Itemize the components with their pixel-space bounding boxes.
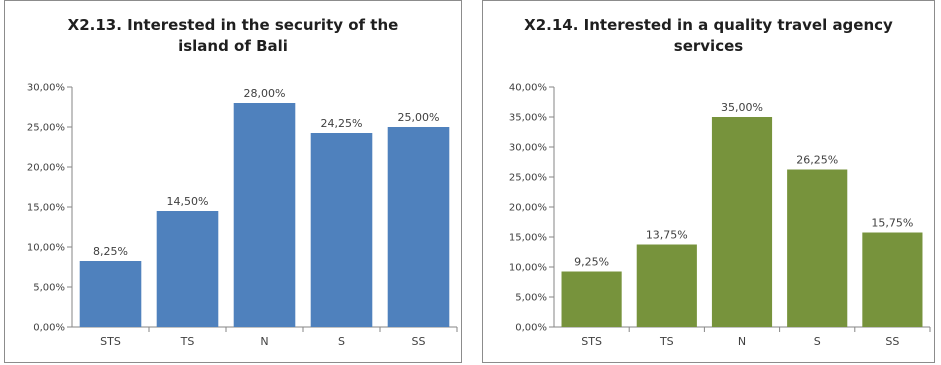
bar-chart-travel-agency: 0,00% 5,00% 10,00% 15,00% 20,00% 25,00% 30,00%…: [509, 83, 931, 348]
data-label: 8,25%: [93, 245, 128, 258]
bar: [310, 133, 373, 327]
bar: [387, 127, 450, 327]
data-label: 28,00%: [244, 87, 286, 100]
y-tick-label: 5,00%: [33, 283, 65, 294]
y-tick-label: 10,00%: [27, 243, 65, 254]
y-tick-label: 25,00%: [27, 123, 65, 134]
data-label: 15,75%: [871, 217, 913, 230]
y-tick-label: 20,00%: [27, 163, 65, 174]
x-tick-label: S: [338, 335, 345, 348]
bar: [156, 211, 219, 327]
y-tick-label: 35,00%: [509, 113, 547, 124]
x-tick-label: S: [814, 335, 821, 348]
y-tick-label: 5,00%: [515, 293, 547, 304]
bar: [636, 244, 697, 327]
y-tick-label: 10,00%: [509, 263, 547, 274]
data-label: 24,25%: [321, 117, 363, 130]
y-tick-label: 20,00%: [509, 203, 547, 214]
y-tick-label: 0,00%: [515, 323, 547, 334]
bar: [787, 169, 848, 327]
x-tick-label: N: [738, 335, 746, 348]
bar: [79, 261, 142, 327]
x-tick-label: TS: [659, 335, 674, 348]
y-tick-label: 25,00%: [509, 173, 547, 184]
data-label: 26,25%: [796, 154, 838, 167]
y-tick-label: 30,00%: [509, 143, 547, 154]
y-tick-label: 40,00%: [509, 83, 547, 94]
x-tick-label: STS: [581, 335, 602, 348]
x-tick-label: SS: [412, 335, 426, 348]
data-label: 14,50%: [167, 195, 209, 208]
y-tick-label: 15,00%: [509, 233, 547, 244]
chart-panel-security: X2.13. Interested in the security of the…: [4, 0, 462, 363]
y-tick-label: 30,00%: [27, 83, 65, 94]
x-tick-label: STS: [100, 335, 121, 348]
y-tick-label: 15,00%: [27, 203, 65, 214]
chart-title: X2.14. Interested in a quality travel ag…: [524, 16, 893, 55]
x-tick-label: N: [260, 335, 268, 348]
data-label: 25,00%: [398, 111, 440, 124]
x-tick-label: SS: [885, 335, 899, 348]
bar-chart-security: 0,00% 5,00% 10,00% 15,00% 20,00% 25,00% 30,00%…: [27, 83, 458, 348]
bar: [862, 232, 923, 327]
bar: [561, 271, 622, 327]
y-tick-label: 0,00%: [33, 323, 65, 334]
data-label: 35,00%: [721, 101, 763, 114]
chart-panel-travel-agency: X2.14. Interested in a quality travel ag…: [482, 0, 935, 363]
bar: [711, 117, 773, 327]
data-label: 13,75%: [646, 229, 688, 242]
chart-title: X2.13. Interested in the security of the…: [67, 16, 399, 55]
bar: [233, 103, 296, 327]
x-tick-label: TS: [180, 335, 195, 348]
data-label: 9,25%: [574, 256, 609, 269]
